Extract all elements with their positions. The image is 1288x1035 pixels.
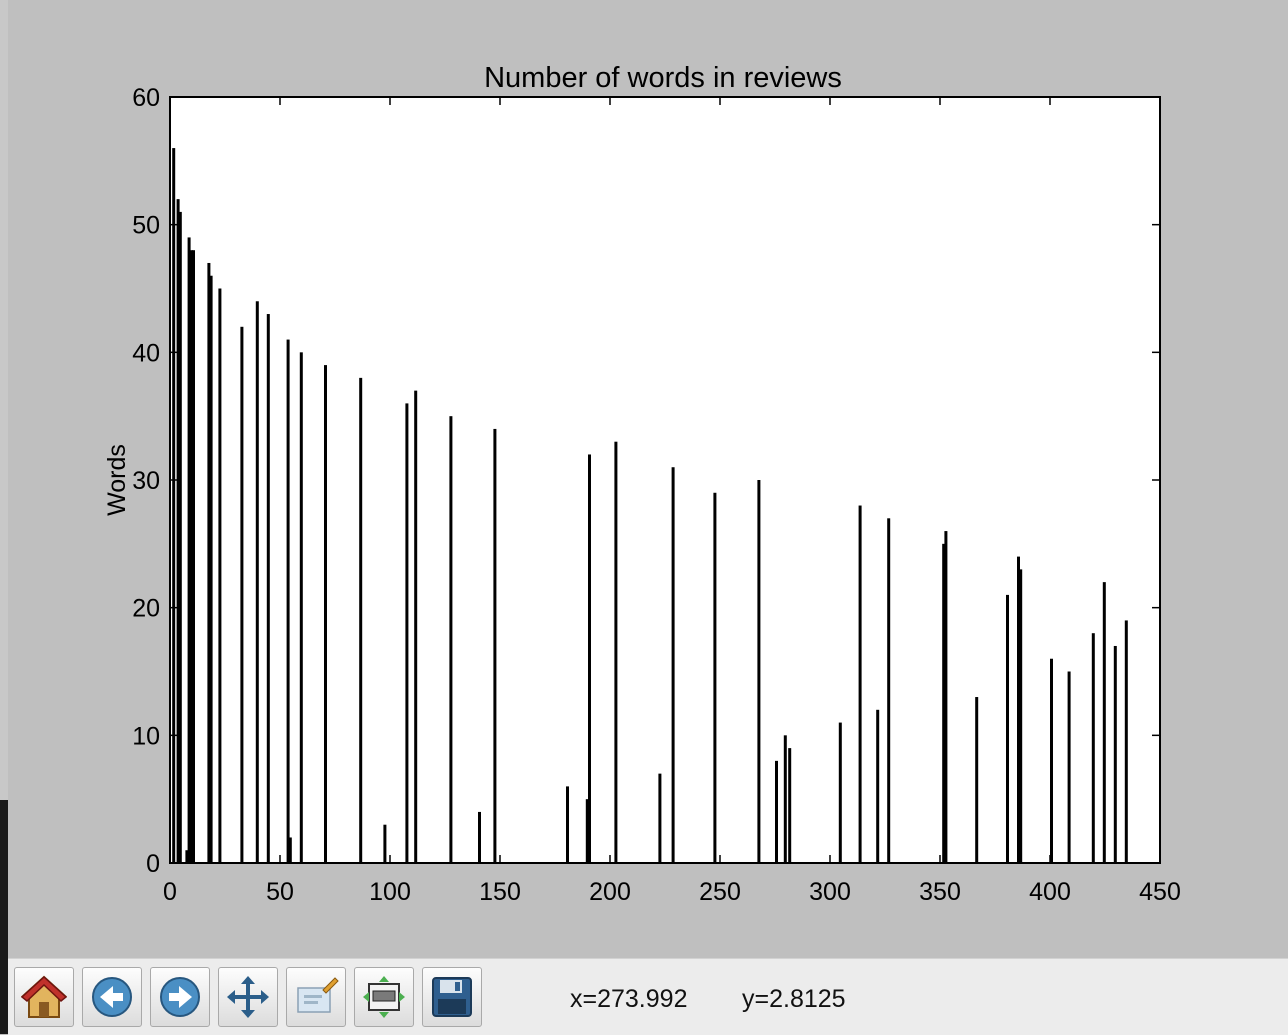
y-tick-label: 10	[132, 722, 160, 750]
bar	[288, 837, 292, 863]
x-tick-label: 300	[809, 878, 851, 906]
bar	[858, 505, 862, 863]
y-tick-label: 50	[132, 212, 160, 240]
bar	[876, 709, 880, 863]
bar	[324, 365, 327, 863]
x-tick-label: 150	[479, 878, 521, 906]
bar	[383, 824, 387, 863]
bar	[185, 850, 189, 863]
axis-ticks	[169, 96, 1161, 864]
window-edge	[0, 0, 8, 1034]
bar	[192, 250, 195, 863]
pan-button[interactable]	[218, 967, 278, 1027]
bar	[359, 377, 363, 863]
bar	[1102, 582, 1106, 863]
bar	[405, 403, 409, 863]
home-button[interactable]	[14, 967, 74, 1027]
bar	[757, 480, 761, 863]
bar	[218, 288, 222, 863]
subplots-icon	[363, 976, 405, 1018]
bar	[1091, 633, 1095, 863]
x-tick-label: 450	[1139, 878, 1181, 906]
bar	[240, 326, 244, 863]
bar	[713, 492, 717, 863]
bar	[1017, 556, 1020, 863]
bar	[449, 416, 453, 863]
navigation-toolbar	[8, 958, 1288, 1035]
bar	[1050, 658, 1053, 863]
y-coordinate-readout: y=2.8125	[742, 985, 846, 1013]
bar	[658, 773, 662, 863]
bar	[775, 760, 778, 863]
zoom-button[interactable]	[286, 967, 346, 1027]
bar	[255, 301, 259, 863]
bar	[493, 428, 497, 863]
y-tick-label: 40	[132, 339, 160, 367]
x-tick-label: 400	[1029, 878, 1071, 906]
x-tick-label: 350	[919, 878, 961, 906]
bar	[1124, 620, 1128, 863]
move-icon	[227, 976, 269, 1018]
subplots-button[interactable]	[354, 967, 414, 1027]
bar	[207, 262, 211, 864]
bar	[788, 748, 792, 863]
forward-arrow-icon	[160, 977, 200, 1017]
x-tick-label: 100	[369, 878, 411, 906]
background-window-edge	[0, 800, 8, 1034]
bar	[944, 531, 948, 863]
x-axis-tick-labels: 0 50 100 150 200 250 300 350 400 450	[163, 878, 1181, 906]
floppy-disk-icon	[432, 977, 472, 1017]
bar	[178, 211, 182, 863]
zoom-rect-icon	[297, 977, 339, 1013]
bar	[783, 735, 787, 863]
bar	[1019, 569, 1023, 863]
back-arrow-icon	[92, 977, 132, 1017]
y-tick-label: 20	[132, 595, 160, 623]
bar	[209, 275, 213, 864]
chart-svg[interactable]: Number of words in reviews 0 50 100 150 200 2…	[8, 0, 1288, 958]
bar	[172, 148, 176, 863]
bar	[671, 467, 675, 863]
save-button[interactable]	[422, 967, 482, 1027]
bar	[887, 518, 891, 863]
bar	[614, 441, 618, 863]
bar	[838, 722, 842, 863]
bar	[299, 352, 303, 863]
bar	[478, 811, 481, 863]
x-tick-label: 250	[699, 878, 741, 906]
y-tick-label: 30	[132, 467, 160, 495]
y-tick-label: 60	[132, 84, 160, 112]
forward-button[interactable]	[150, 967, 210, 1027]
bar	[266, 314, 270, 863]
bar	[176, 199, 180, 863]
bar	[189, 250, 193, 863]
bar	[414, 390, 418, 863]
y-tick-label: 0	[146, 850, 160, 878]
y-axis-label: Words	[103, 444, 131, 516]
bar	[187, 237, 191, 863]
x-tick-label: 50	[266, 878, 294, 906]
chart-title: Number of words in reviews	[484, 62, 842, 94]
bar-series	[172, 148, 1128, 864]
figure-canvas[interactable]: Number of words in reviews 0 50 100 150 200 2…	[8, 0, 1288, 958]
bar	[588, 454, 591, 863]
bar	[585, 799, 589, 863]
bar	[975, 697, 979, 863]
bar	[286, 339, 290, 863]
home-icon	[21, 975, 67, 1018]
plot-area[interactable]	[170, 97, 1160, 863]
back-button[interactable]	[82, 967, 142, 1027]
bar	[1113, 645, 1117, 863]
bar	[942, 543, 946, 863]
x-coordinate-readout: x=273.992	[570, 985, 688, 1013]
y-axis-tick-labels: 0 10 20 30 40 50 60	[132, 84, 160, 878]
bar	[566, 786, 569, 863]
x-tick-label: 200	[589, 878, 631, 906]
bar	[1006, 594, 1009, 863]
bar	[1067, 671, 1071, 863]
x-tick-label: 0	[163, 878, 177, 906]
